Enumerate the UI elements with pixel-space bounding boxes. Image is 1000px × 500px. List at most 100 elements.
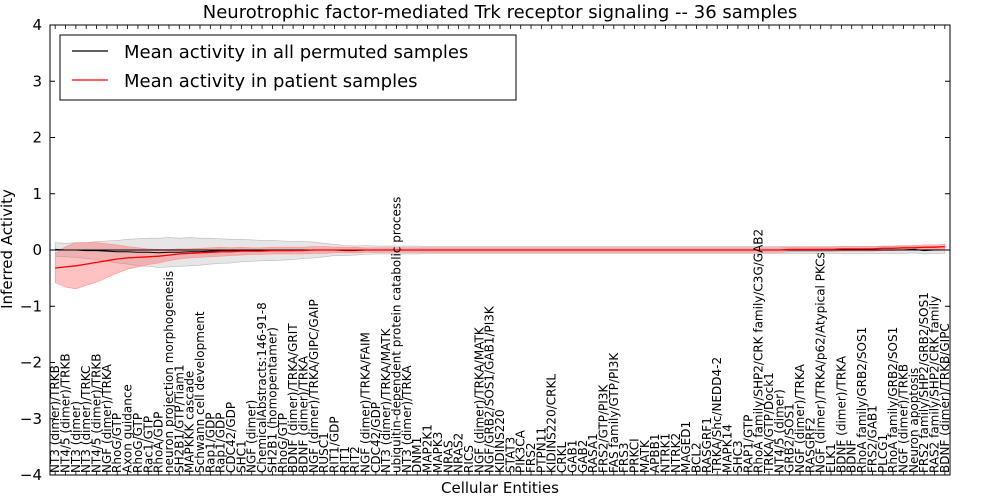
x-tick-label: FRS3: [617, 442, 631, 473]
y-tick-label: −2: [20, 354, 42, 372]
x-tick-label: RASGRF2: [803, 417, 817, 473]
y-tick-label: 3: [32, 72, 42, 90]
x-tick-label: RhoA family/SHP2/CRK family/C3G/GAB2: [752, 229, 766, 473]
x-tick-label: RIT2: [348, 446, 362, 473]
x-tick-label: SHC1: [234, 440, 248, 473]
x-tick-label: PIK3CA: [514, 429, 528, 473]
y-tick-label: 2: [32, 129, 42, 147]
x-tick-label: BDNF (dimer)/TRKA/GRIT: [286, 323, 300, 473]
x-tick-label: NT3 (dimer)/TRKB: [48, 365, 62, 473]
x-tick-label: ChemicalAbstracts:146-91-8: [255, 302, 269, 473]
x-tick-label: NGF/GRB2/SOS1/GAB1/PI3K: [483, 305, 497, 473]
x-tick-label: DNM1: [410, 437, 424, 473]
x-tick-label: PTPN11: [534, 427, 548, 473]
x-tick-label: NT3 (dimer): [69, 401, 83, 473]
x-tick-label: NGF (dimer)/TRKA: [100, 363, 114, 473]
x-tick-label: NGF (dimer)/TRKA/MATK: [472, 326, 486, 473]
x-tick-label: Axon guidance: [121, 384, 135, 473]
x-tick-label: RAS2 family/SHP2/CRK family: [928, 296, 942, 473]
x-tick-label: FRS2: [524, 442, 538, 473]
x-tick-label: NGF (dimer)/TRKA/p62/Atypical PKCs: [814, 252, 828, 473]
x-tick-label: CDC42/GDP: [369, 402, 383, 473]
x-tick-label: NGF (dimer)/TRKA/FAIM: [359, 332, 373, 473]
x-tick-label: BDNF (dimer)/TRKB/GIPC: [938, 323, 952, 473]
x-tick-label: ELK1: [824, 443, 838, 473]
legend: Mean activity in all permuted samples Me…: [59, 34, 517, 101]
x-tick-label: NT3 (dimer)/TRKA/MATK: [379, 327, 393, 473]
x-tick-label: NT4/5 (dimer): [772, 389, 786, 473]
x-tick-label: Schwann cell development: [193, 311, 207, 473]
x-tick-label: RUSC1: [317, 432, 331, 473]
x-tick-label: KIDINS220/CRKL: [545, 374, 559, 473]
y-tick-label: −1: [20, 297, 42, 315]
y-tick-label: −3: [20, 410, 42, 428]
x-tick-label: NGF (dimer)/TRKA: [793, 363, 807, 473]
x-tick-label: PRKCI: [628, 438, 642, 473]
x-tick-label: RhoA/GDP: [152, 412, 166, 473]
x-tick-label: NGF (dimer)/TRKA/GIPC/GAIP: [307, 299, 321, 473]
x-tick-label: RhoA family/GRB2/SOS1: [886, 327, 900, 473]
legend-label-patient: Mean activity in patient samples: [124, 71, 418, 92]
x-tick-label: TRKA/GTP/Dock1: [762, 372, 776, 474]
x-tick-label: FAS family/GTP/PI3K: [607, 352, 621, 473]
x-tick-label: RhoG/GTP: [276, 413, 290, 473]
x-tick-label: NT4/5 (dimer)/TRKB: [59, 353, 73, 473]
x-tick-label: RICS: [462, 445, 476, 473]
y-tick-label: 0: [32, 241, 42, 259]
x-tick-label: GAB1: [565, 440, 579, 473]
x-tick-label: FRS2/GAB1: [865, 405, 879, 473]
x-tick-label: BDNF: [845, 440, 859, 473]
chart-title: Neurotrophic factor-mediated Trk recepto…: [203, 2, 797, 23]
x-tick-label: MAGED1: [679, 421, 693, 473]
x-tick-label: NTRK1: [659, 433, 673, 473]
y-tick-label: −4: [20, 466, 42, 484]
x-tick-label: SHC3: [731, 440, 745, 473]
x-tick-label: CRKL: [555, 441, 569, 473]
x-tick-label: RIT1: [338, 446, 352, 473]
x-tick-label: RASA1: [586, 433, 600, 473]
x-tick-label: SH2B1 (homopentamer): [265, 327, 279, 473]
x-tick-label: SH2B1/GTP/Tiam1: [172, 364, 186, 473]
y-tick-label: 4: [32, 16, 42, 34]
x-tick-label: NT4/5 (dimer)/TRKB: [90, 353, 104, 473]
x-tick-label: RhoG/GTP: [110, 413, 124, 473]
x-tick-label: BCL2: [690, 442, 704, 473]
x-tick-label: FRS2 family/SHP2/GRB2/SOS1: [917, 292, 931, 473]
x-tick-label: Rac1/GTP: [141, 416, 155, 473]
x-tick-label: NGF (dimer): [245, 400, 259, 473]
x-tick-label: KIDINS220: [493, 409, 507, 473]
x-tick-label: PLCG1: [876, 434, 890, 473]
x-tick-label: MAPK14: [721, 424, 735, 473]
x-tick-label: NRAS2: [452, 433, 466, 473]
y-axis-label: Inferred Activity: [0, 189, 16, 309]
x-tick-label: RAP1/GTP: [741, 415, 755, 473]
x-tick-label: FRS2/GTP/PI3K: [596, 384, 610, 473]
x-tick-label: NGF (dimer)/TRKB: [896, 364, 910, 473]
x-tick-label: RhoG/GTP: [131, 413, 145, 473]
x-tick-label: Neuron apoptosis: [907, 368, 921, 473]
x-axis-label: Cellular Entities: [441, 479, 559, 497]
y-tick-label: 1: [32, 185, 42, 203]
x-tick-label: MAPKKK cascade: [183, 371, 197, 473]
x-tick-label: RhoA family/GRB2/SOS1: [855, 327, 869, 473]
legend-box: [59, 34, 517, 101]
x-tick-label: STAT3: [503, 437, 517, 473]
x-tick-label: ubiquitin-dependent protein catabolic pr…: [390, 197, 404, 473]
x-tick-label: Rap1/GDP: [203, 412, 217, 473]
x-tick-label: GAB2: [576, 440, 590, 473]
x-tick-label: Rap1/GDP: [214, 413, 228, 473]
x-tick-label: APBB1: [648, 433, 662, 473]
x-tick-label: RASGRF1: [700, 417, 714, 473]
x-tick-label: NT3 (dimer)/TRKA: [400, 365, 414, 473]
x-tick-label: neuron projection morphogenesis: [162, 271, 176, 473]
x-tick-label: MAPK3: [431, 432, 445, 473]
x-tick-label: NT3 (dimer)/TRKC: [79, 366, 93, 473]
line-series-1: [55, 245, 945, 269]
x-tick-label: GRB2/SOS1: [783, 403, 797, 473]
band-series-1: [54, 242, 946, 290]
x-tick-label: MAP2K1: [421, 424, 435, 473]
legend-label-permuted: Mean activity in all permuted samples: [124, 42, 468, 63]
x-tick-label: CDC42/GDP: [224, 402, 238, 473]
x-tick-label: MATK: [638, 439, 652, 473]
